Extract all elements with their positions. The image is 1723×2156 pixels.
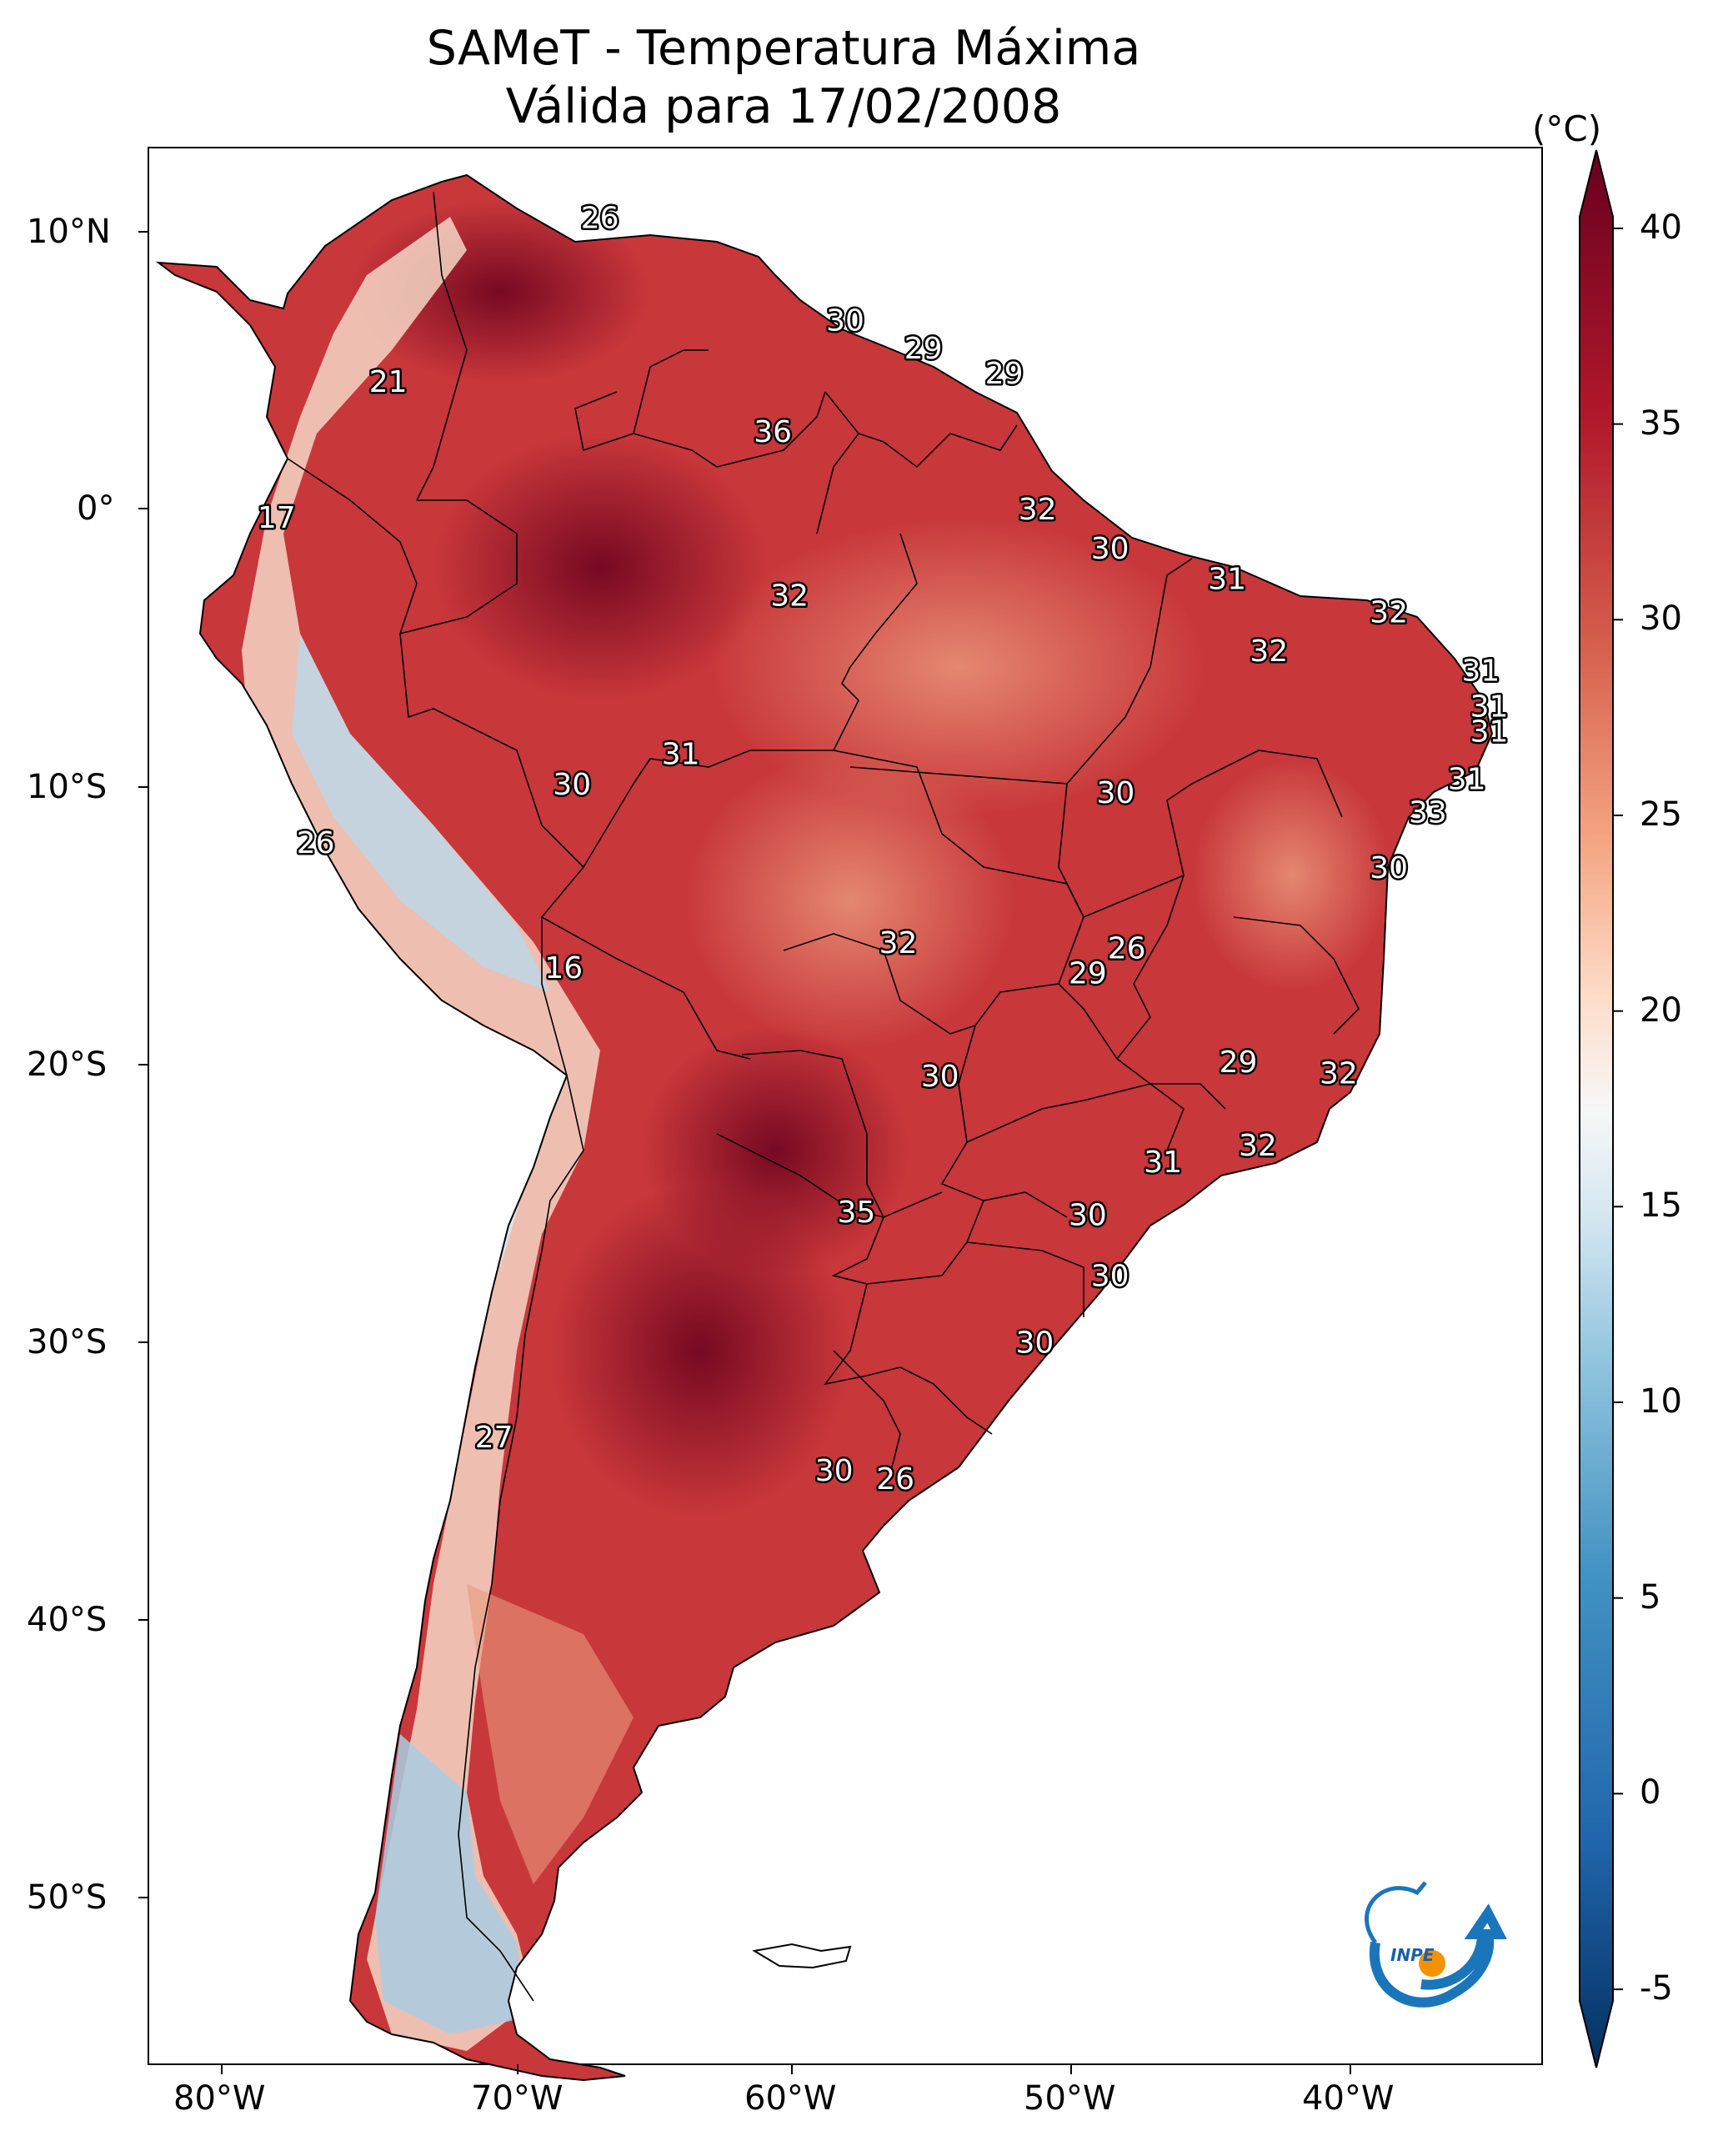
lat-label-30s: 30°S (27, 1323, 108, 1361)
lon-label-60w: 60°W (744, 2079, 837, 2118)
station-value: 32 (1250, 634, 1288, 669)
station-value: 31 (662, 737, 700, 771)
colorbar-tick-label: 25 (1640, 795, 1682, 834)
colorbar-tick-label: 20 (1640, 990, 1682, 1030)
station-value: 36 (754, 415, 792, 449)
station-value: 30 (553, 768, 591, 802)
station-value: 32 (879, 926, 918, 960)
station-value: 32 (1320, 1057, 1358, 1091)
station-value: 26 (1108, 932, 1146, 966)
station-value: 29 (985, 357, 1024, 391)
colorbar-tick-label: 15 (1640, 1186, 1682, 1226)
inpe-logo: INPE (1365, 1881, 1507, 2008)
station-value: 30 (815, 1454, 854, 1488)
lat-label-10n: 10°N (27, 213, 111, 251)
station-value: 30 (1015, 1326, 1054, 1361)
station-value: 32 (1370, 595, 1408, 629)
station-value: 32 (1019, 493, 1057, 527)
lat-label-50s: 50°S (27, 1878, 108, 1917)
colorbar-tick-label: 5 (1640, 1577, 1661, 1617)
station-value: 32 (1239, 1129, 1277, 1163)
station-value: 29 (1220, 1045, 1258, 1080)
lat-label-40s: 40°S (27, 1601, 108, 1639)
colorbar-tick-label: -5 (1640, 1969, 1673, 2008)
station-value: 26 (581, 201, 619, 235)
station-value: 35 (837, 1196, 875, 1230)
colorbar-tick-label: 10 (1640, 1382, 1682, 1421)
inpe-logo-text: INPE (1390, 1945, 1435, 1965)
colorbar-tick-label: 30 (1640, 599, 1682, 639)
station-value: 21 (369, 365, 408, 399)
colorbar-unit: (°C) (1532, 108, 1602, 149)
coastline (155, 173, 1494, 2082)
colorbar-tick-label: 35 (1640, 404, 1682, 443)
map-title-line2: Válida para 17/02/2008 (505, 79, 1062, 134)
falkland-islands (752, 1943, 852, 1969)
station-value: 30 (921, 1060, 959, 1094)
colorbar-tick-label: 0 (1640, 1773, 1661, 1813)
station-value: 33 (1409, 795, 1447, 830)
station-value: 17 (258, 501, 296, 535)
station-value: 31 (1208, 562, 1246, 596)
station-value: 30 (1091, 1260, 1129, 1294)
station-value: 31 (1470, 715, 1509, 750)
station-value: 26 (876, 1462, 914, 1497)
station-value: 32 (770, 579, 809, 613)
south-america-landmass (158, 175, 1492, 2080)
colorbar (1579, 149, 1623, 2068)
lon-label-70w: 70°W (471, 2079, 563, 2118)
station-value: 30 (826, 304, 864, 338)
station-value: 30 (1091, 532, 1129, 566)
colorbar-scale (1579, 149, 1614, 2068)
colorbar-tick-label: 40 (1640, 208, 1682, 247)
station-value: 30 (1096, 776, 1134, 810)
station-value: 30 (1069, 1198, 1107, 1232)
station-value: 31 (1470, 690, 1509, 725)
station-value: 26 (297, 826, 335, 860)
station-value: 30 (1370, 851, 1408, 885)
station-value: 31 (1448, 762, 1486, 796)
political-borders (287, 191, 1360, 2002)
axis-ticks (138, 231, 1351, 2074)
lat-label-10s: 10°S (27, 768, 108, 806)
colorbar-ticks (1613, 227, 1623, 1991)
station-value: 29 (1069, 957, 1107, 991)
lon-label-40w: 40°W (1302, 2079, 1395, 2118)
station-value: 31 (1461, 654, 1500, 688)
station-value: 31 (1144, 1146, 1182, 1180)
station-value: 27 (475, 1421, 513, 1455)
lon-label-80w: 80°W (173, 2079, 266, 2118)
map-title-line1: SAMeT - Temperatura Máxima (426, 21, 1141, 76)
lon-label-50w: 50°W (1024, 2079, 1116, 2118)
station-value: 16 (544, 951, 583, 985)
lat-label-0: 0° (77, 489, 115, 528)
lat-label-20s: 20°S (27, 1045, 108, 1084)
station-value: 29 (904, 332, 943, 366)
